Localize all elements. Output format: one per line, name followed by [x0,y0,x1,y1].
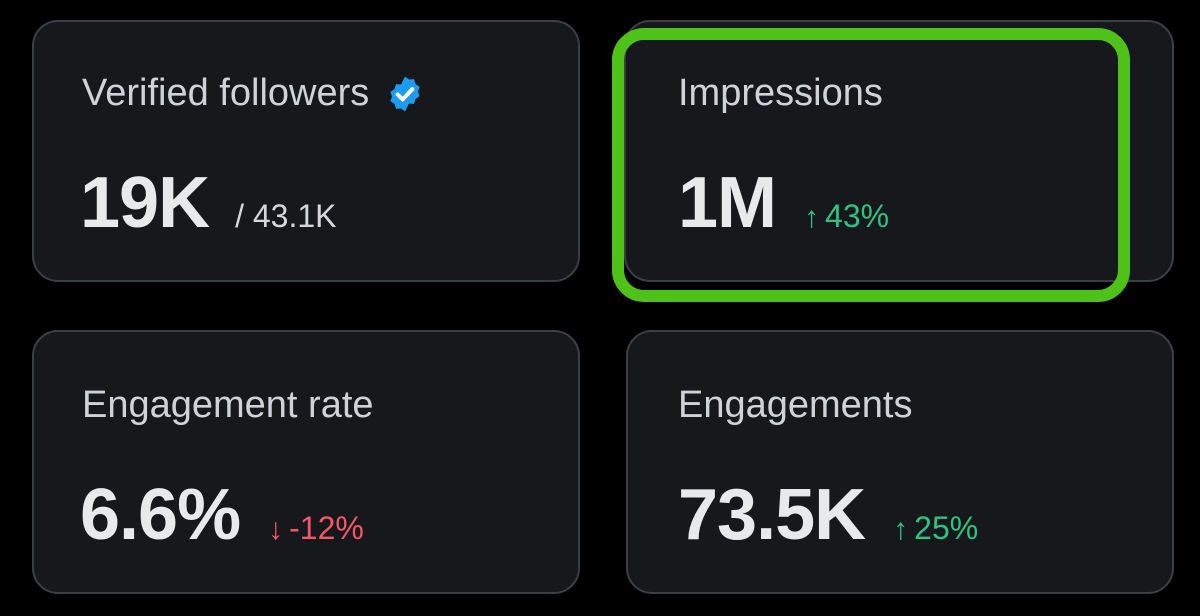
engagements-value: 73.5K [678,475,866,555]
engagement-rate-title-row: Engagement rate [82,384,374,427]
verified-followers-value: 19K [80,163,210,243]
engagement-rate-value: 6.6% [80,475,241,555]
impressions-title: Impressions [678,72,883,114]
verified-badge-icon [390,76,420,111]
engagement-rate-card[interactable]: Engagement rate 6.6% ↓ -12% [32,330,580,594]
engagements-value-row: 73.5K ↑ 25% [678,474,978,556]
engagements-delta: ↑ 25% [893,510,978,547]
impressions-delta: ↑ 43% [804,198,889,235]
arrow-up-icon: ↑ [893,513,909,546]
engagement-rate-delta-value: -12% [289,510,364,546]
engagement-rate-title: Engagement rate [82,384,374,426]
engagements-title: Engagements [678,384,913,426]
impressions-value: 1M [678,163,777,243]
engagements-delta-value: 25% [914,510,979,546]
impressions-value-row: 1M ↑ 43% [678,162,889,244]
verified-followers-value-row: 19K / 43.1K [80,162,337,244]
impressions-delta-value: 43% [825,198,890,234]
arrow-up-icon: ↑ [804,201,820,234]
engagement-rate-value-row: 6.6% ↓ -12% [80,474,364,556]
engagements-title-row: Engagements [678,384,913,427]
verified-followers-total: / 43.1K [235,198,337,234]
engagements-card[interactable]: Engagements 73.5K ↑ 25% [626,330,1174,594]
impressions-card[interactable]: Impressions 1M ↑ 43% [624,20,1174,282]
verified-followers-title-row: Verified followers [82,72,425,115]
verified-followers-title: Verified followers [82,72,370,114]
impressions-title-row: Impressions [678,72,883,115]
verified-followers-card[interactable]: Verified followers 19K / 43.1K [32,20,580,282]
arrow-down-icon: ↓ [268,513,284,546]
engagement-rate-delta: ↓ -12% [268,510,364,547]
